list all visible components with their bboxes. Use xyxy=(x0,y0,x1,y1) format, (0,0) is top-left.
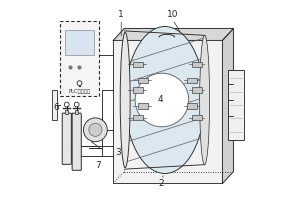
Ellipse shape xyxy=(125,27,205,173)
Circle shape xyxy=(135,73,189,127)
Text: 2: 2 xyxy=(158,179,164,188)
Ellipse shape xyxy=(120,32,130,168)
Bar xyxy=(187,103,197,109)
Bar xyxy=(52,90,57,120)
Bar xyxy=(75,110,78,114)
Bar xyxy=(138,103,148,109)
Text: 10: 10 xyxy=(167,10,178,19)
Bar xyxy=(192,87,202,93)
Bar xyxy=(229,70,244,140)
Bar xyxy=(187,78,197,83)
Text: 7: 7 xyxy=(95,161,101,170)
Text: 3: 3 xyxy=(115,148,121,157)
Text: 4: 4 xyxy=(157,95,163,104)
Text: PLC控制电用: PLC控制电用 xyxy=(68,89,91,94)
Polygon shape xyxy=(113,28,233,40)
Bar xyxy=(133,115,143,120)
Polygon shape xyxy=(223,28,233,183)
Bar xyxy=(64,30,94,55)
Bar xyxy=(138,78,148,83)
Bar xyxy=(192,62,202,67)
Bar xyxy=(113,40,223,183)
Text: 1: 1 xyxy=(118,10,124,19)
Bar xyxy=(133,62,143,67)
Circle shape xyxy=(89,123,102,136)
Bar xyxy=(133,87,143,93)
Bar xyxy=(192,115,202,120)
FancyBboxPatch shape xyxy=(72,113,81,170)
Bar xyxy=(60,21,99,96)
Bar xyxy=(65,110,68,114)
Ellipse shape xyxy=(200,35,210,165)
FancyBboxPatch shape xyxy=(62,113,71,164)
Circle shape xyxy=(83,118,107,142)
Text: 6: 6 xyxy=(53,103,59,112)
